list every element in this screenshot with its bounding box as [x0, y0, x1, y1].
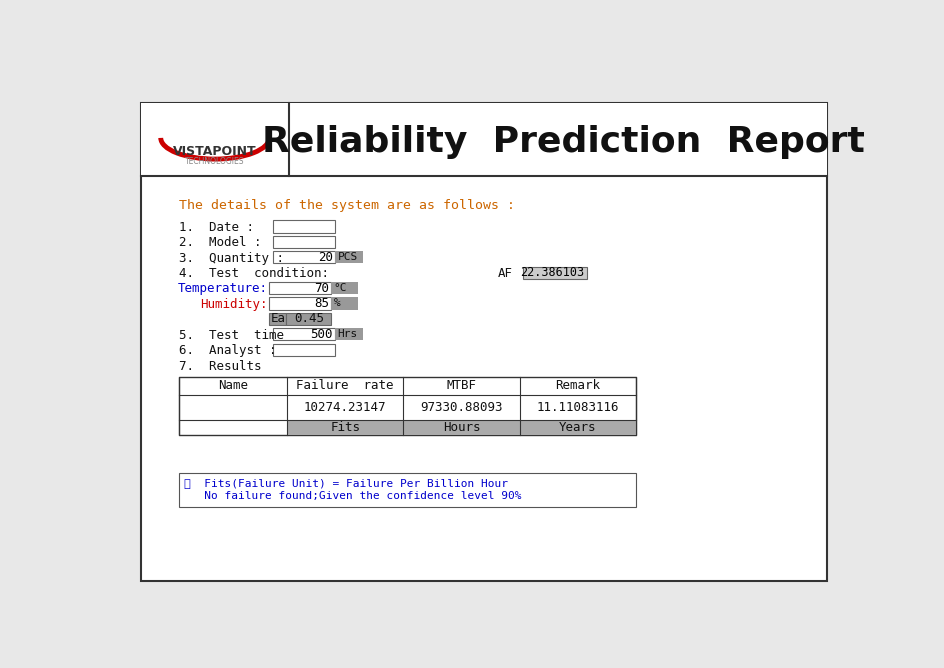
Text: Hours: Hours	[442, 421, 480, 434]
Text: 500: 500	[310, 328, 332, 341]
Text: 6.  Analyst :: 6. Analyst :	[178, 344, 276, 357]
Bar	[273, 343, 335, 356]
Text: Temperature:: Temperature:	[177, 283, 267, 295]
Text: PCS: PCS	[337, 253, 358, 263]
Bar	[523, 267, 586, 279]
Text: 20: 20	[317, 250, 332, 264]
Text: Hrs: Hrs	[337, 329, 358, 339]
Text: Years: Years	[558, 421, 596, 434]
Text: Reliability  Prediction  Report: Reliability Prediction Report	[262, 125, 865, 159]
Text: 0.45: 0.45	[294, 313, 324, 325]
Text: Name: Name	[218, 379, 247, 392]
Text: AF: AF	[497, 267, 513, 280]
Text: 10274.23147: 10274.23147	[304, 401, 386, 414]
Text: MTBF: MTBF	[446, 379, 476, 392]
Text: VISTAPOINT: VISTAPOINT	[173, 145, 257, 158]
Bar	[273, 251, 335, 263]
Text: 2.  Model :: 2. Model :	[178, 236, 261, 249]
Bar	[273, 236, 335, 248]
Bar	[142, 104, 826, 176]
Bar	[273, 220, 335, 232]
Text: TECHNOLOGIES: TECHNOLOGIES	[185, 156, 244, 166]
Text: Fits: Fits	[329, 421, 360, 434]
Bar	[178, 377, 635, 435]
Text: Humidity:: Humidity:	[200, 298, 267, 311]
Bar	[178, 473, 635, 507]
Text: 97330.88093: 97330.88093	[420, 401, 502, 414]
Text: 70: 70	[313, 281, 329, 295]
Bar	[287, 420, 635, 435]
Text: 1.  Date :: 1. Date :	[178, 220, 253, 234]
Text: %: %	[333, 299, 340, 309]
Text: 85: 85	[313, 297, 329, 310]
Text: ※  Fits(Failure Unit) = Failure Per Billion Hour: ※ Fits(Failure Unit) = Failure Per Billi…	[184, 478, 508, 488]
Text: 4.  Test  condition:: 4. Test condition:	[178, 267, 329, 280]
Bar	[269, 297, 331, 310]
Bar	[331, 282, 358, 294]
Text: The details of the system are as follows :: The details of the system are as follows…	[178, 199, 514, 212]
Bar	[273, 328, 335, 341]
Text: Remark: Remark	[555, 379, 599, 392]
Bar	[335, 251, 362, 263]
Text: 22.386103: 22.386103	[520, 266, 584, 279]
Text: 11.11083116: 11.11083116	[536, 401, 618, 414]
Text: No failure found;Given the confidence level 90%: No failure found;Given the confidence le…	[184, 491, 521, 501]
Text: 5.  Test  time: 5. Test time	[178, 329, 283, 341]
Bar	[269, 313, 286, 325]
Text: 3.  Quantity :: 3. Quantity :	[178, 252, 283, 265]
Text: 7.  Results: 7. Results	[178, 360, 261, 373]
Bar	[335, 328, 362, 341]
Bar	[286, 313, 331, 325]
Text: Failure  rate: Failure rate	[296, 379, 394, 392]
Bar	[269, 282, 331, 294]
Bar	[331, 297, 358, 310]
Text: °C: °C	[333, 283, 346, 293]
Text: Ea: Ea	[270, 313, 285, 325]
